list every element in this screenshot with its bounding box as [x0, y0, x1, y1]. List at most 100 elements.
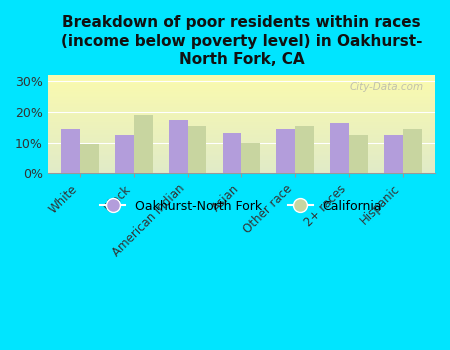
Bar [48, 163, 435, 164]
Bar [349, 135, 368, 173]
Bar [48, 110, 435, 111]
Bar [48, 99, 435, 100]
Bar [48, 169, 435, 170]
Bar [48, 126, 435, 127]
Bar [48, 96, 435, 97]
Bar [48, 146, 435, 147]
Bar [188, 126, 207, 173]
Bar [48, 77, 435, 78]
Bar [48, 116, 435, 117]
Bar [134, 115, 153, 173]
Bar [48, 107, 435, 108]
Legend: Oakhurst-North Fork, California: Oakhurst-North Fork, California [95, 195, 387, 218]
Bar [223, 133, 241, 173]
Bar [48, 150, 435, 152]
Bar [276, 129, 295, 173]
Bar [48, 94, 435, 95]
Bar [48, 88, 435, 89]
Bar [48, 133, 435, 134]
Bar [48, 112, 435, 113]
Bar [48, 164, 435, 165]
Bar [48, 114, 435, 116]
Bar [61, 129, 80, 173]
Bar [48, 127, 435, 128]
Bar [48, 90, 435, 91]
Bar [48, 105, 435, 106]
Bar [48, 124, 435, 125]
Bar [48, 122, 435, 123]
Bar [48, 97, 435, 98]
Bar [48, 136, 435, 137]
Bar [48, 159, 435, 160]
Bar [295, 126, 314, 173]
Bar [48, 103, 435, 104]
Bar [384, 135, 403, 173]
Bar [48, 104, 435, 105]
Bar [48, 142, 435, 143]
Bar [48, 158, 435, 159]
Bar [48, 140, 435, 141]
Bar [48, 139, 435, 140]
Bar [48, 76, 435, 77]
Bar [48, 156, 435, 158]
Bar [48, 92, 435, 93]
Bar [48, 155, 435, 156]
Bar [48, 84, 435, 85]
Bar [48, 91, 435, 92]
Bar [48, 148, 435, 149]
Bar [48, 145, 435, 146]
Bar [48, 165, 435, 166]
Bar [48, 161, 435, 162]
Bar [48, 118, 435, 119]
Bar [48, 152, 435, 153]
Bar [48, 86, 435, 87]
Bar [48, 83, 435, 84]
Bar [48, 149, 435, 150]
Bar [48, 85, 435, 86]
Bar [48, 106, 435, 107]
Bar [48, 137, 435, 138]
Bar [241, 142, 260, 173]
Bar [48, 111, 435, 112]
Bar [48, 75, 435, 76]
Bar [48, 167, 435, 168]
Bar [48, 134, 435, 135]
Bar [48, 102, 435, 103]
Bar [48, 95, 435, 96]
Bar [48, 108, 435, 110]
Bar [115, 135, 134, 173]
Bar [48, 120, 435, 121]
Bar [48, 135, 435, 136]
Bar [48, 117, 435, 118]
Bar [48, 170, 435, 171]
Bar [48, 138, 435, 139]
Bar [48, 98, 435, 99]
Bar [48, 144, 435, 145]
Bar [48, 168, 435, 169]
Bar [48, 119, 435, 120]
Bar [48, 166, 435, 167]
Bar [330, 123, 349, 173]
Bar [80, 144, 99, 173]
Title: Breakdown of poor residents within races
(income below poverty level) in Oakhurs: Breakdown of poor residents within races… [61, 15, 422, 67]
Bar [48, 147, 435, 148]
Bar [48, 123, 435, 124]
Bar [48, 143, 435, 144]
Bar [169, 120, 188, 173]
Bar [48, 78, 435, 79]
Bar [48, 121, 435, 122]
Bar [48, 100, 435, 101]
Bar [48, 129, 435, 130]
Bar [48, 79, 435, 80]
Bar [48, 162, 435, 163]
Bar [48, 80, 435, 81]
Bar [48, 172, 435, 173]
Bar [48, 93, 435, 94]
Bar [48, 113, 435, 114]
Bar [48, 81, 435, 82]
Bar [48, 160, 435, 161]
Bar [48, 125, 435, 126]
Bar [48, 87, 435, 88]
Bar [48, 171, 435, 172]
Bar [48, 153, 435, 154]
